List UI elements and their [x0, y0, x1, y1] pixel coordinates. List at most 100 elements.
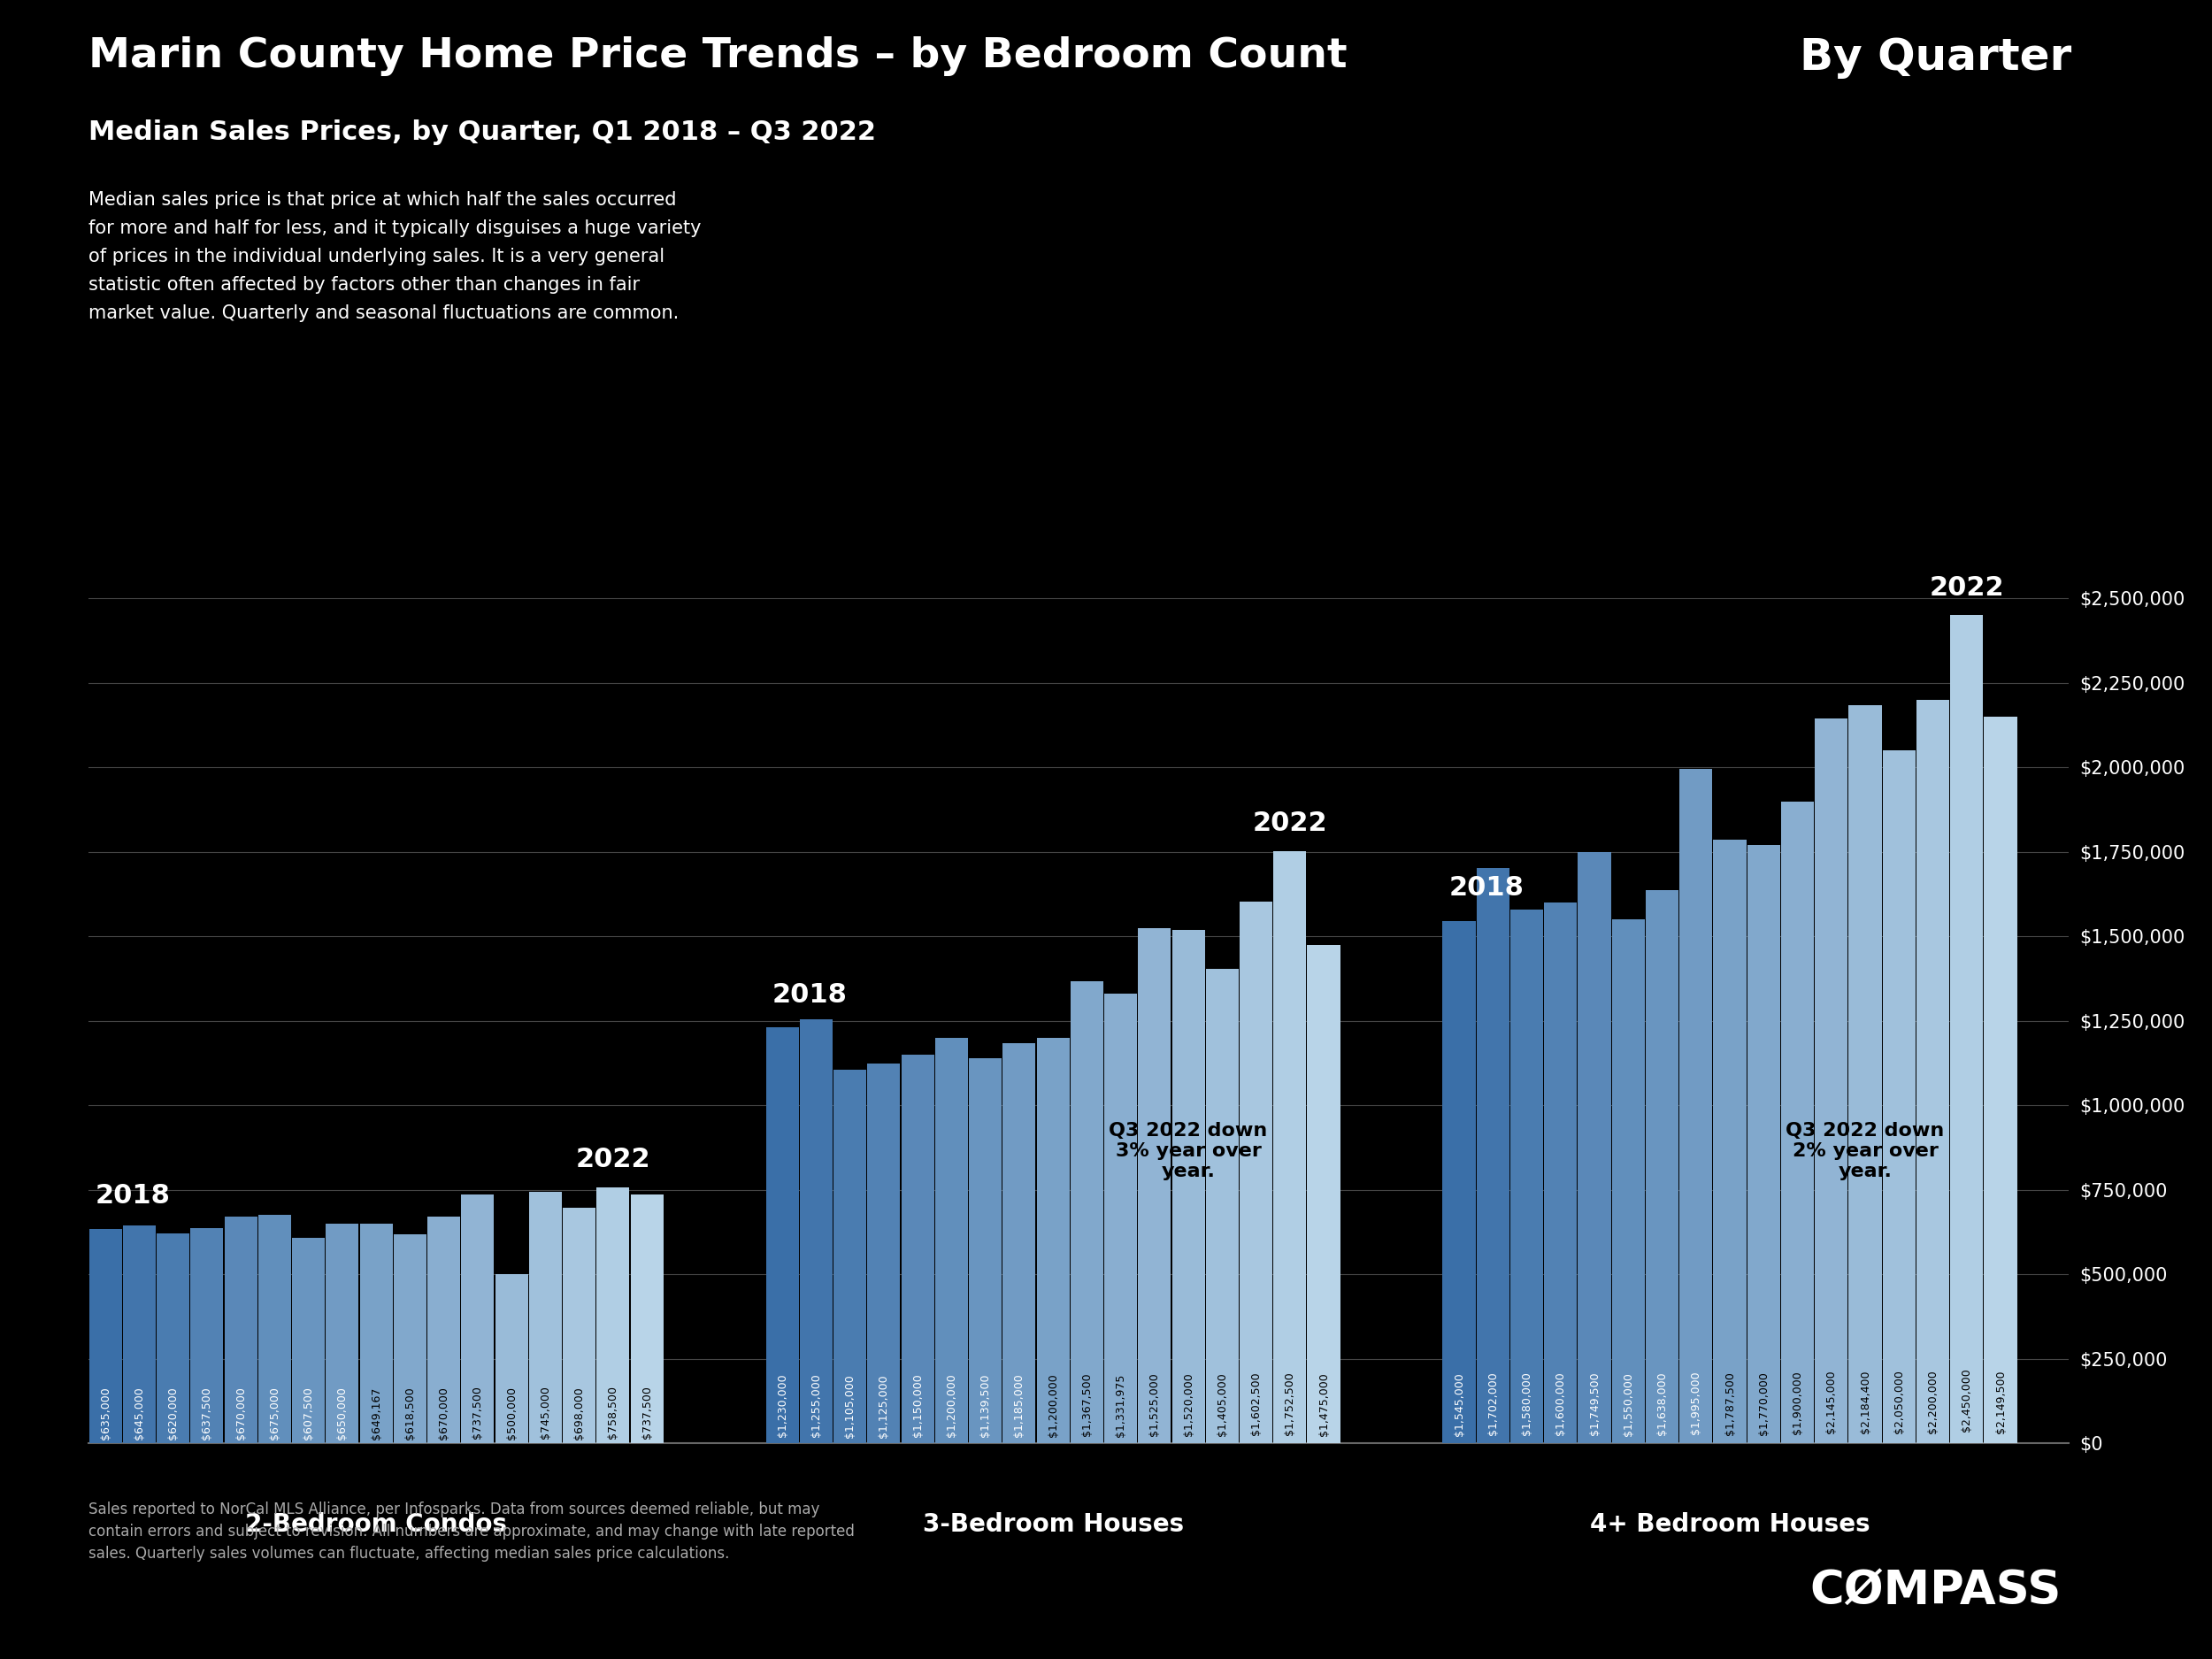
Bar — [1951, 615, 1984, 1443]
Bar — [1984, 717, 2017, 1443]
Bar — [1781, 801, 1814, 1443]
Bar — [394, 1234, 427, 1443]
Text: Q3 2022 down
2% year over
year.: Q3 2022 down 2% year over year. — [1785, 1121, 1944, 1181]
Text: $1,545,000: $1,545,000 — [1453, 1372, 1464, 1435]
Text: 2022: 2022 — [1252, 811, 1327, 836]
Bar — [1274, 851, 1307, 1443]
Bar — [190, 1228, 223, 1443]
Bar — [969, 1058, 1002, 1443]
Text: $1,752,500: $1,752,500 — [1285, 1372, 1296, 1435]
Text: $1,331,975: $1,331,975 — [1115, 1374, 1126, 1437]
Text: Sales reported to NorCal MLS Alliance, per Infosparks. Data from sources deemed : Sales reported to NorCal MLS Alliance, p… — [88, 1501, 854, 1561]
Bar — [1814, 718, 1847, 1443]
Text: 2-Bedroom Condos: 2-Bedroom Condos — [246, 1511, 507, 1536]
Text: $2,145,000: $2,145,000 — [1825, 1370, 1838, 1433]
Bar — [900, 1055, 933, 1443]
Text: $2,050,000: $2,050,000 — [1893, 1370, 1905, 1433]
Bar — [1475, 868, 1509, 1443]
Bar — [1882, 750, 1916, 1443]
Text: $500,000: $500,000 — [507, 1387, 518, 1440]
Bar — [325, 1224, 358, 1443]
Text: $2,200,000: $2,200,000 — [1927, 1370, 1938, 1433]
Text: 2018: 2018 — [1449, 876, 1524, 901]
Text: $745,000: $745,000 — [540, 1385, 551, 1438]
Bar — [1646, 889, 1679, 1443]
Text: $1,602,500: $1,602,500 — [1250, 1372, 1261, 1435]
Bar — [1679, 770, 1712, 1443]
Text: $1,702,000: $1,702,000 — [1486, 1372, 1500, 1435]
Bar — [1307, 946, 1340, 1443]
Bar — [765, 1027, 799, 1443]
Bar — [630, 1194, 664, 1443]
Text: $737,500: $737,500 — [471, 1385, 484, 1438]
Bar — [1239, 902, 1272, 1443]
Text: $698,000: $698,000 — [573, 1387, 584, 1438]
Text: $670,000: $670,000 — [438, 1387, 449, 1440]
Bar — [124, 1226, 155, 1443]
Text: Q3 2022 down
3% year over
year.: Q3 2022 down 3% year over year. — [1108, 1121, 1267, 1181]
Text: $635,000: $635,000 — [100, 1387, 111, 1440]
Bar — [259, 1214, 292, 1443]
Text: Marin County Home Price Trends – by Bedroom Count: Marin County Home Price Trends – by Bedr… — [88, 36, 1347, 76]
Text: $1,367,500: $1,367,500 — [1082, 1374, 1093, 1437]
Text: $1,255,000: $1,255,000 — [810, 1374, 823, 1437]
Bar — [1577, 853, 1610, 1443]
Text: $637,500: $637,500 — [201, 1387, 212, 1440]
Bar — [1206, 969, 1239, 1443]
Bar — [1849, 705, 1882, 1443]
Text: Q3 2022 down
1% year over
year.: Q3 2022 down 1% year over year. — [398, 1121, 557, 1181]
Text: $1,525,000: $1,525,000 — [1148, 1372, 1161, 1435]
Text: $1,580,000: $1,580,000 — [1522, 1372, 1533, 1435]
Text: $620,000: $620,000 — [168, 1387, 179, 1440]
Bar — [1172, 929, 1206, 1443]
Bar — [1104, 994, 1137, 1443]
Text: $1,139,500: $1,139,500 — [980, 1374, 991, 1437]
Bar — [361, 1224, 392, 1443]
Text: $1,150,000: $1,150,000 — [911, 1374, 922, 1437]
Text: $1,185,000: $1,185,000 — [1013, 1374, 1024, 1437]
Bar — [157, 1234, 190, 1443]
Bar — [1916, 700, 1949, 1443]
Bar — [1511, 909, 1544, 1443]
Bar — [495, 1274, 529, 1443]
Bar — [1139, 927, 1170, 1443]
Text: $1,475,000: $1,475,000 — [1318, 1372, 1329, 1437]
Bar — [462, 1194, 493, 1443]
Text: $1,787,500: $1,787,500 — [1723, 1370, 1736, 1435]
Text: $737,500: $737,500 — [641, 1385, 653, 1438]
Text: $758,500: $758,500 — [608, 1385, 619, 1438]
Bar — [936, 1039, 969, 1443]
Text: Median Sales Prices, by Quarter, Q1 2018 – Q3 2022: Median Sales Prices, by Quarter, Q1 2018… — [88, 119, 876, 144]
Bar — [1747, 844, 1781, 1443]
Text: $1,200,000: $1,200,000 — [947, 1374, 958, 1437]
Text: 2022: 2022 — [1929, 576, 2004, 601]
Text: $1,105,000: $1,105,000 — [845, 1374, 856, 1437]
Text: $650,000: $650,000 — [336, 1387, 347, 1440]
Bar — [292, 1238, 325, 1443]
Bar — [223, 1218, 257, 1443]
Text: $2,450,000: $2,450,000 — [1962, 1369, 1973, 1432]
Bar — [562, 1208, 595, 1443]
Text: $1,638,000: $1,638,000 — [1657, 1372, 1668, 1435]
Bar — [1037, 1039, 1068, 1443]
Text: $645,000: $645,000 — [133, 1387, 146, 1440]
Text: CØMPASS: CØMPASS — [1809, 1568, 2062, 1614]
Bar — [1714, 839, 1745, 1443]
Text: 2018: 2018 — [772, 982, 847, 1007]
Text: $1,405,000: $1,405,000 — [1217, 1372, 1228, 1437]
Text: 4+ Bedroom Houses: 4+ Bedroom Houses — [1590, 1511, 1869, 1536]
Text: $1,900,000: $1,900,000 — [1792, 1370, 1803, 1435]
Text: $2,149,500: $2,149,500 — [1995, 1370, 2006, 1433]
Bar — [801, 1019, 832, 1443]
Bar — [1613, 919, 1646, 1443]
Text: 2022: 2022 — [575, 1146, 650, 1173]
Text: $1,230,000: $1,230,000 — [776, 1374, 787, 1437]
Text: $1,749,500: $1,749,500 — [1588, 1372, 1599, 1435]
Text: $649,167: $649,167 — [369, 1387, 383, 1440]
Text: $1,995,000: $1,995,000 — [1690, 1370, 1701, 1433]
Text: By Quarter: By Quarter — [1801, 36, 2070, 80]
Bar — [1071, 980, 1104, 1443]
Text: $618,500: $618,500 — [405, 1387, 416, 1440]
Bar — [597, 1186, 630, 1443]
Bar — [529, 1191, 562, 1443]
